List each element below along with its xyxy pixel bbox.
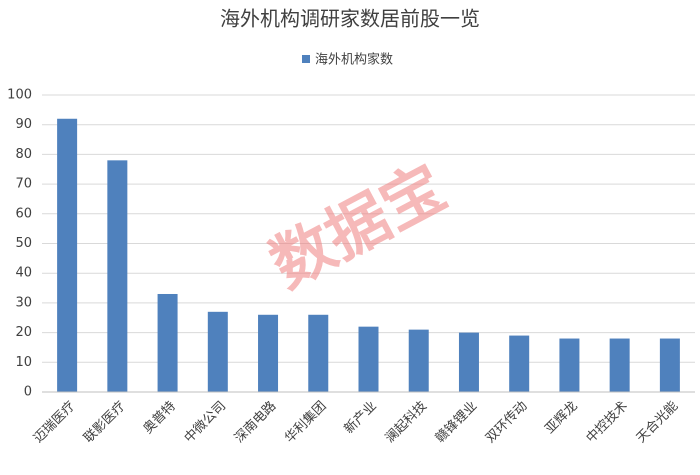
bar: [509, 335, 530, 392]
x-tick-label: 深南电路: [231, 398, 279, 446]
x-tick-label: 澜起科技: [383, 399, 430, 446]
y-tick-label: 90: [15, 117, 32, 132]
bar: [157, 293, 178, 392]
x-tick-label: 天合光能: [634, 399, 681, 446]
bar: [559, 338, 580, 392]
y-tick-label: 80: [15, 147, 32, 162]
x-tick-label: 中控技术: [584, 399, 631, 446]
bar: [57, 118, 78, 392]
bar: [609, 338, 630, 392]
legend-label: 海外机构家数: [315, 52, 393, 68]
x-tick-label: 迈瑞医疗: [31, 399, 78, 446]
y-tick-label: 100: [7, 88, 32, 103]
chart-title: 海外机构调研家数居前股一览: [220, 7, 480, 31]
y-tick-label: 20: [15, 325, 32, 340]
x-tick-label: 新产业: [341, 398, 380, 437]
y-tick-label: 10: [15, 355, 32, 370]
x-tick-label: 赣锋锂业: [433, 399, 480, 446]
x-tick-label: 联影医疗: [81, 399, 128, 446]
x-tick-label: 奥普特: [141, 399, 179, 437]
bar: [408, 329, 429, 392]
bar: [358, 326, 379, 392]
y-tick-label: 60: [15, 206, 32, 221]
watermark: 数据宝: [259, 150, 458, 302]
x-tick-label: 亚辉龙: [543, 399, 581, 437]
x-tick-label: 中微公司: [182, 399, 229, 446]
y-tick-label: 70: [15, 177, 32, 192]
legend-swatch: [302, 55, 310, 63]
bar: [659, 338, 680, 392]
bar: [207, 311, 228, 392]
bar: [458, 332, 479, 392]
bar: [258, 314, 279, 392]
bar: [308, 314, 329, 392]
x-tick-label: 华利集团: [281, 398, 329, 446]
y-tick-label: 30: [15, 295, 32, 310]
bar: [107, 160, 128, 392]
y-tick-label: 50: [15, 236, 32, 251]
y-tick-label: 0: [24, 385, 32, 400]
y-tick-label: 40: [15, 266, 32, 281]
x-tick-label: 双环传动: [483, 399, 530, 446]
